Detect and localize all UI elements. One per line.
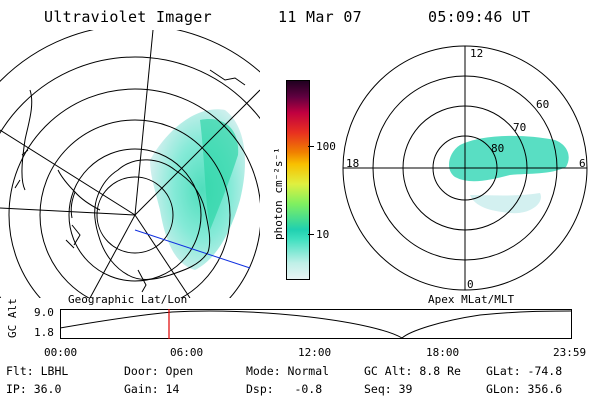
gain-label: Gain: 14 [124,382,180,396]
time-tick-2359: 23:59 [553,346,587,359]
mlat-label-80: 80 [491,142,505,155]
altitude-tick-9: 9.0 [34,306,54,319]
magnetic-polar-plot [342,45,588,291]
footpoint-track [134,229,251,269]
colorbar-label-100: 100 [316,140,336,153]
instrument-title: Ultraviolet Imager [44,8,212,26]
altitude-plot [60,309,572,339]
altitude-curve [60,310,572,339]
colorbar [286,80,310,280]
geo-latitude-label: GLat: -74.8 [486,364,563,378]
geo-longitude-label: GLon: 356.6 [486,382,563,396]
geographic-map [0,30,260,298]
time-tick-1800: 18:00 [426,346,460,359]
dsp-label: Dsp: -0.8 [246,382,323,396]
mlt-label-0: 0 [467,278,474,291]
apex-label: Apex MLat/MLT [428,293,515,306]
image-time: 05:09:46 UT [428,8,531,26]
mlat-label-70: 70 [513,121,527,134]
image-date: 11 Mar 07 [278,8,362,26]
time-tick-0000: 00:00 [44,346,78,359]
ip-label: IP: 36.0 [6,382,62,396]
door-label: Door: Open [124,364,194,378]
mlat-label-60: 60 [536,98,550,111]
map-content [0,30,260,298]
geographic-label: Geographic Lat/Lon [68,293,188,306]
colorbar-tick-10 [308,234,314,235]
time-tick-1200: 12:00 [298,346,332,359]
mlt-label-6: 6 [579,157,586,170]
aurora-emission-mag [448,135,569,182]
mode-label: Mode: Normal [246,364,330,378]
sequence-label: Seq: 39 [364,382,413,396]
time-tick-0600: 06:00 [170,346,204,359]
colorbar-tick-100 [308,146,314,147]
colorbar-label-10: 10 [316,228,330,241]
altitude-ylabel: GC Alt [6,298,19,338]
colorbar-unit-label: photon cm⁻²s⁻¹ [272,147,285,240]
gc-altitude-label: GC Alt: 8.8 Re [364,364,461,378]
altitude-tick-1-8: 1.8 [34,326,54,339]
antarctica-coastline [94,159,211,280]
mlt-label-18: 18 [346,157,360,170]
filter-label: Flt: LBHL [6,364,69,378]
mlt-label-12: 12 [470,47,484,60]
